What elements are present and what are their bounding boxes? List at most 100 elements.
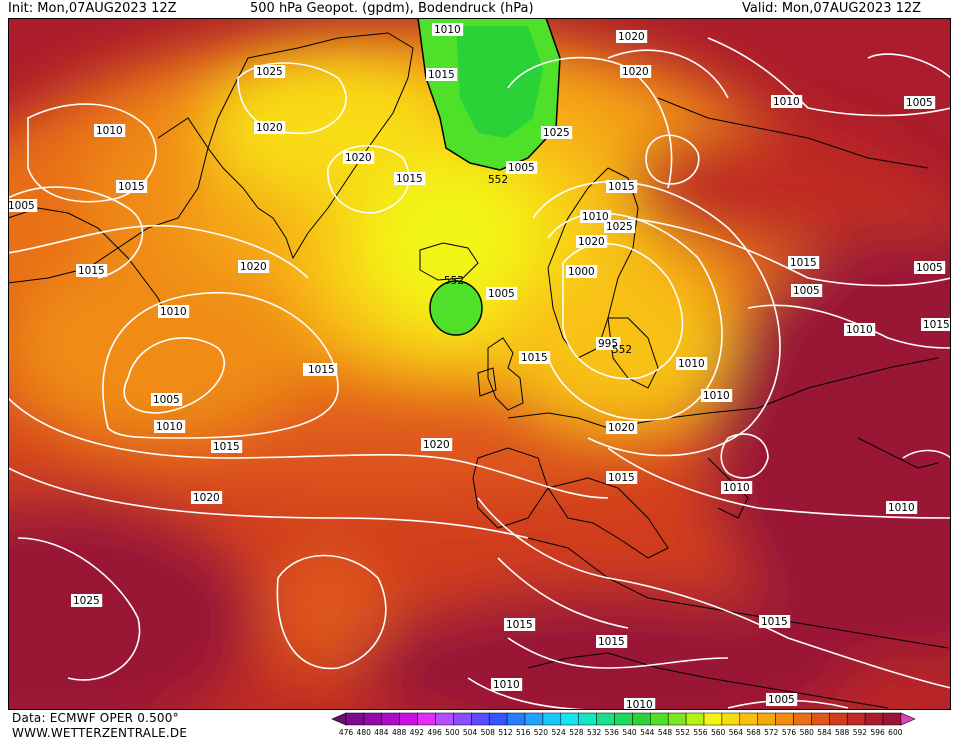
legend-swatch [506,712,526,726]
isobar-label-bg [721,481,753,494]
isobar-label: 1010 [703,390,730,402]
legend-swatch [846,712,866,726]
isobar-label-bg [306,363,338,376]
isobar-label-bg [519,351,551,364]
isobar-label-bg [506,161,538,174]
isobar-label: 1015 [608,181,635,193]
isobar-label: 1025 [73,595,100,607]
isobar-label: 1015 [506,619,533,631]
legend-swatch [721,712,741,726]
isobar-label-bg [94,124,126,137]
legend-tick-label: 572 [764,728,779,737]
isobar-label-bg [76,264,108,277]
isobar-label: 1015 [308,364,335,376]
isobar-label: 1020 [608,422,635,434]
isobar-label-bg [604,220,636,233]
isobar-label: 1015 [428,69,455,81]
isobar-label-bg [432,23,464,36]
isobar-label-bg [596,337,621,350]
legend-tick-label: 528 [569,728,584,737]
legend-swatch [775,712,794,726]
legend-swatch [632,712,651,726]
isobar-label-bg [504,618,536,631]
isobar-label: 1020 [345,152,372,164]
valid-time-label: Valid: Mon,07AUG2023 12Z [742,1,922,16]
isobar-label-bg [343,151,375,164]
legend-tick-label: 548 [658,728,673,737]
weather-map: 1010 1015 1025 1020 1010 1015 1020 1020 1025 1020… [8,18,951,710]
isobar-label: 1025 [256,66,283,78]
isobar-label-bg [191,491,223,504]
isobar-label: 1010 [773,96,800,108]
legend-swatch [757,712,776,726]
isobar-label: 1020 [622,66,649,78]
isobar-label: 1020 [423,439,450,451]
legend-tick-label: 476 [339,728,354,737]
isobar-label-bg [116,180,148,193]
isobar-label: 1010 [888,502,915,514]
isobar-labels: 1010 1015 1025 1020 1010 1015 1020 1020 1025 1020… [8,23,951,710]
legend-swatch [685,712,705,726]
legend-arrow-high [900,712,916,726]
legend-swatch [864,712,884,726]
legend-swatch [793,712,812,726]
legend-tick-label: 560 [711,728,726,737]
isobar-label-bg [914,261,946,274]
isobar-label-bg [421,438,453,451]
isobar-label-bg [211,440,243,453]
isobar-label: 1015 [521,352,548,364]
legend-tick-label: 556 [693,728,708,737]
isobar-label-bg [904,96,936,109]
isobar-label-bg [606,421,638,434]
legend-tick-label: 568 [746,728,761,737]
isobar-label: 1010 [723,482,750,494]
isobar-label: 1005 [508,162,535,174]
legend-tick-label: 520 [534,728,549,737]
isobar-label: 1015 [118,181,145,193]
isobar-label: 1005 [153,394,180,406]
legend-swatch [596,712,615,726]
isobar-label: 995 [598,338,618,350]
isobar-label: 1010 [96,125,123,137]
legend-tick-label: 500 [445,728,460,737]
legend-tick-label: 552 [676,728,691,737]
legend-tick-label: 532 [587,728,602,737]
isobar-label-bg [394,172,426,185]
legend-swatch [882,712,902,726]
isobar-label: 1010 [434,24,461,36]
isobar-label: 1005 [906,97,933,109]
legend-tick-label: 492 [410,728,425,737]
legend-swatch [363,712,383,726]
isobar-label: 1000 [568,266,595,278]
isobar-label: 1010 [626,699,653,710]
isobar-label-bg [71,594,103,607]
legend-swatch [345,712,365,726]
isobar-label: 1025 [606,221,633,233]
isobar-label: 1015 [213,441,240,453]
isobar-label: 1005 [793,285,820,297]
isobar-label: 1005 [916,262,943,274]
isobar-label-bg [844,323,876,336]
isobar-label-bg [701,389,733,402]
isobar-label-bg [771,95,803,108]
legend-swatch [471,712,490,726]
init-time-label: Init: Mon,07AUG2023 12Z [8,1,177,16]
isobar-label: 1015 [790,257,817,269]
isobar-label-bg [426,68,458,81]
isobar-label: 1020 [240,261,267,273]
isobars [8,37,951,710]
legend-tick-label: 516 [516,728,531,737]
isobar-label: 1015 [608,472,635,484]
legend-tick-label: 592 [853,728,868,737]
isobar-label-bg [158,305,190,318]
legend-arrow-low [331,712,347,726]
legend-tick-label: 480 [357,728,372,737]
isobar-label: 1015 [761,616,788,628]
legend-tick-label: 544 [640,728,655,737]
geopotential-field [8,18,951,710]
legend-swatch [829,712,848,726]
isobar-label: 1015 [923,319,950,331]
legend-swatch [650,712,669,726]
isobar-label: 1025 [543,127,570,139]
coastlines [8,32,949,709]
